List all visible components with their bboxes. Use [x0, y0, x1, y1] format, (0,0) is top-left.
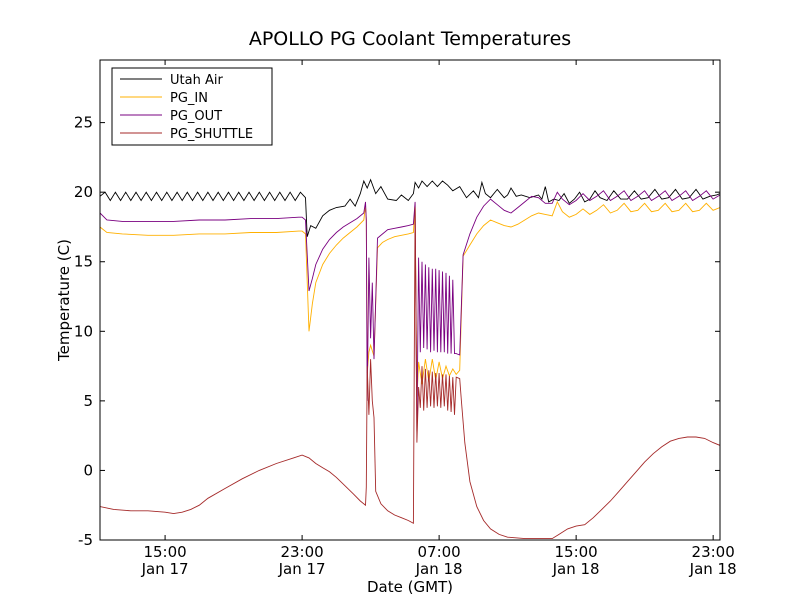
x-tick-label-date: Jan 18	[552, 560, 600, 578]
series-layer	[100, 178, 720, 540]
y-tick-label: 5	[83, 392, 93, 410]
chart-title: APOLLO PG Coolant Temperatures	[249, 28, 571, 50]
y-tick-label: -5	[78, 531, 93, 549]
x-tick-label-date: Jan 18	[415, 560, 463, 578]
x-tick-label-time: 23:00	[692, 543, 735, 561]
y-tick-label: 25	[74, 114, 93, 132]
legend-box	[111, 67, 273, 146]
x-tick-label-time: 15:00	[555, 543, 598, 561]
x-tick-label-time: 23:00	[280, 543, 323, 561]
x-axis-title: Date (GMT)	[367, 578, 453, 596]
y-tick-label: 15	[74, 253, 93, 271]
series-line-pg-in	[100, 200, 720, 401]
x-tick-label-date: Jan 17	[141, 560, 189, 578]
legend-label: Utah Air	[170, 73, 223, 88]
x-tick-label-date: Jan 17	[278, 560, 326, 578]
legend-label: PG_OUT	[170, 109, 222, 124]
y-tick-label: 10	[74, 322, 93, 340]
series-line-utah-air	[100, 178, 720, 237]
x-tick-label-time: 07:00	[417, 543, 460, 561]
series-line-pg-shuttle	[100, 207, 720, 540]
x-tick-label-time: 15:00	[143, 543, 186, 561]
y-tick-label: 20	[74, 183, 93, 201]
legend-label: PG_IN	[170, 91, 208, 106]
x-tick-label-date: Jan 18	[689, 560, 737, 578]
series-line-pg-out	[100, 190, 720, 432]
legend: Utah Air PG_IN PG_OUT PG_SHUTTLE	[111, 67, 273, 146]
legend-label: PG_SHUTTLE	[170, 127, 253, 142]
y-axis-title: Temperature (C)	[55, 239, 73, 362]
y-tick-label: 0	[83, 461, 93, 479]
plot-frame	[99, 59, 721, 541]
